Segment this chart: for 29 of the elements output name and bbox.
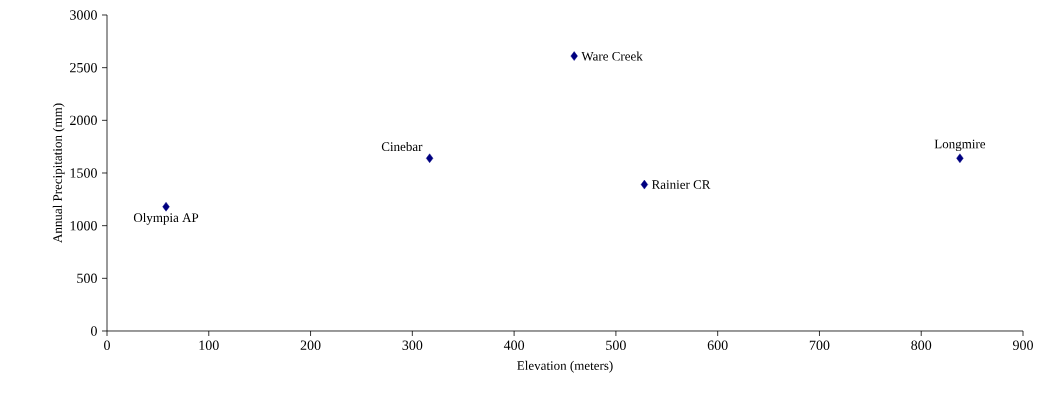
y-tick-label: 2000 [70,115,97,126]
point [162,202,170,212]
x-tick-label: 0 [104,340,110,350]
annotation: Longmire [934,139,986,152]
annotation: Cinebar [381,141,423,152]
point [570,51,578,61]
x-tick-label: 500 [606,340,626,350]
y-tick-label: 2500 [70,62,97,73]
point [640,179,648,190]
x-tick-label: 100 [199,340,219,350]
x-tick-label: 700 [809,340,830,350]
x-axis-title: Elevation (meters) [517,360,613,373]
point [956,153,964,163]
annotation: Rainier CR [651,180,711,189]
annotation: Ware Creek [581,51,643,61]
x-tick-label: 800 [911,340,932,350]
y-axis-title: Annual Precipitation (mm) [52,103,65,243]
x-tick-label: 200 [300,340,321,350]
x-tick-label: 400 [503,340,525,350]
x-tick-label: 300 [402,340,423,350]
y-tick-label: 1000 [70,220,97,231]
y-tick-label: 1500 [70,168,97,178]
y-tick-label: 0 [91,326,97,336]
y-tick-label: 3000 [70,10,97,20]
x-tick-label: 600 [707,340,728,350]
point [426,153,434,163]
annotation: Olympia AP [133,212,199,225]
y-tick-label: 500 [77,273,97,284]
x-tick-label: 900 [1012,340,1033,350]
